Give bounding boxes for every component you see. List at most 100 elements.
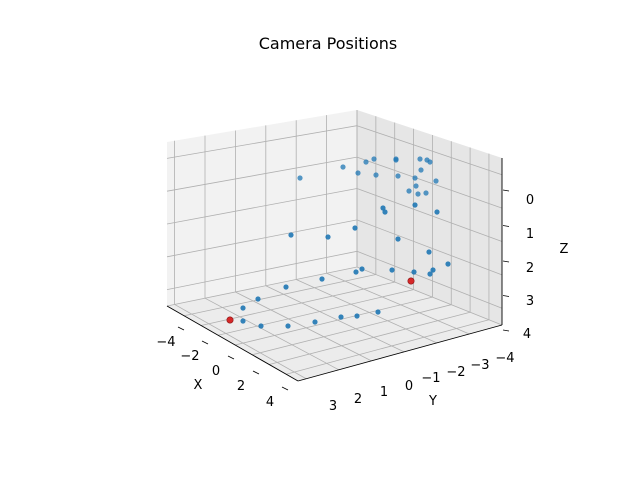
grid-left-horizontal xyxy=(166,125,358,159)
camera-point xyxy=(255,296,261,302)
grid-floor-y xyxy=(217,289,414,336)
z-tick-mark xyxy=(502,189,510,192)
camera-point xyxy=(393,157,399,163)
grid-floor-x xyxy=(174,304,307,380)
camera-point xyxy=(415,191,421,197)
grid-floor-y xyxy=(269,311,471,365)
highlighted-camera-point xyxy=(226,316,234,324)
camera-point xyxy=(312,319,318,325)
y-axis-line xyxy=(297,324,503,382)
z-tick-mark xyxy=(502,329,510,332)
camera-point xyxy=(427,159,433,165)
camera-point xyxy=(319,276,325,282)
left-pane xyxy=(167,110,357,306)
camera-point xyxy=(395,236,401,242)
camera-point xyxy=(412,202,418,208)
camera-point xyxy=(325,234,331,240)
camera-point xyxy=(371,156,377,162)
y-tick-label: −2 xyxy=(446,365,465,380)
camera-point xyxy=(352,225,358,231)
camera-point xyxy=(359,266,365,272)
grid-floor-y xyxy=(183,274,376,317)
camera-point xyxy=(434,209,440,215)
z-tick-mark xyxy=(502,295,510,297)
camera-point xyxy=(426,249,432,255)
camera-point xyxy=(288,232,294,238)
camera-point xyxy=(340,164,346,170)
camera-point xyxy=(380,205,386,211)
z-tick-label: 4 xyxy=(523,327,531,342)
floor-pane xyxy=(167,267,502,381)
z-tick-mark xyxy=(502,225,510,227)
camera-point xyxy=(240,305,246,311)
camera-point xyxy=(445,261,451,267)
camera-point xyxy=(363,159,369,165)
camera-point xyxy=(355,170,361,176)
z-tick-label: 1 xyxy=(526,227,534,242)
x-tick-label: −2 xyxy=(180,349,199,364)
camera-point xyxy=(338,314,344,320)
x-tick-label: 2 xyxy=(237,379,245,394)
grid-right-horizontal xyxy=(356,219,503,276)
x-tick-label: 4 xyxy=(266,395,274,410)
grid-floor-y xyxy=(286,319,490,375)
y-tick-label: 1 xyxy=(380,385,388,400)
data-points xyxy=(226,156,451,329)
axis-lines xyxy=(166,158,510,391)
y-tick-label: 2 xyxy=(354,392,362,407)
camera-point xyxy=(354,313,360,319)
grid-right-horizontal xyxy=(356,250,503,309)
grid-left-horizontal xyxy=(166,250,358,290)
y-tick-label: 0 xyxy=(405,379,413,394)
grid-left-horizontal xyxy=(166,156,358,192)
camera-point xyxy=(395,173,401,179)
z-tick-label: 2 xyxy=(526,261,534,276)
grid-right-horizontal xyxy=(356,125,503,176)
camera-point xyxy=(417,156,423,162)
x-axis-label: X xyxy=(194,378,203,393)
camera-point xyxy=(433,178,439,184)
camera-point xyxy=(373,172,379,178)
grid-lines xyxy=(166,110,503,380)
camera-point xyxy=(240,318,246,324)
grid-floor-y xyxy=(235,296,433,346)
grid-left-horizontal xyxy=(166,219,358,258)
grid-floor-x xyxy=(326,272,470,335)
x-axis-line xyxy=(166,305,299,382)
grid-floor-y xyxy=(166,266,358,307)
camera-point xyxy=(389,267,395,273)
y-tick-label: −3 xyxy=(470,358,489,373)
grid-floor-x xyxy=(204,297,339,371)
z-tick-mark xyxy=(502,260,510,263)
x-tick-mark xyxy=(201,340,209,345)
camera-point xyxy=(353,269,359,275)
x-tick-mark xyxy=(177,326,185,331)
z-tick-label: 0 xyxy=(526,193,534,208)
camera-point xyxy=(430,267,436,273)
x-tick-label: −4 xyxy=(156,335,175,350)
grid-floor-x xyxy=(235,291,372,362)
camera-point xyxy=(412,175,418,181)
x-tick-mark xyxy=(252,370,260,375)
camera-point xyxy=(427,271,433,277)
tick-labels: −4 −2 0 2 4 3 2 1 0 −1 −2 −3 −4 0 1 2 3 4 xyxy=(156,193,534,414)
chart-title: Camera Positions xyxy=(259,34,398,53)
y-tick-label: −4 xyxy=(495,351,514,366)
grid-floor-y xyxy=(252,304,452,356)
x-tick-mark xyxy=(281,386,289,391)
z-axis-label: Z xyxy=(560,242,569,257)
x-tick-mark xyxy=(227,355,235,360)
camera-point xyxy=(258,323,264,329)
camera-point xyxy=(411,269,417,275)
camera-point xyxy=(406,188,412,194)
axes-panes xyxy=(167,110,502,381)
camera-point xyxy=(418,167,424,173)
grid-floor-x xyxy=(296,279,437,344)
y-tick-label: −1 xyxy=(421,371,440,386)
camera-point xyxy=(382,209,388,215)
grid-right-horizontal xyxy=(356,188,503,242)
camera-point xyxy=(283,284,289,290)
camera-point xyxy=(285,323,291,329)
